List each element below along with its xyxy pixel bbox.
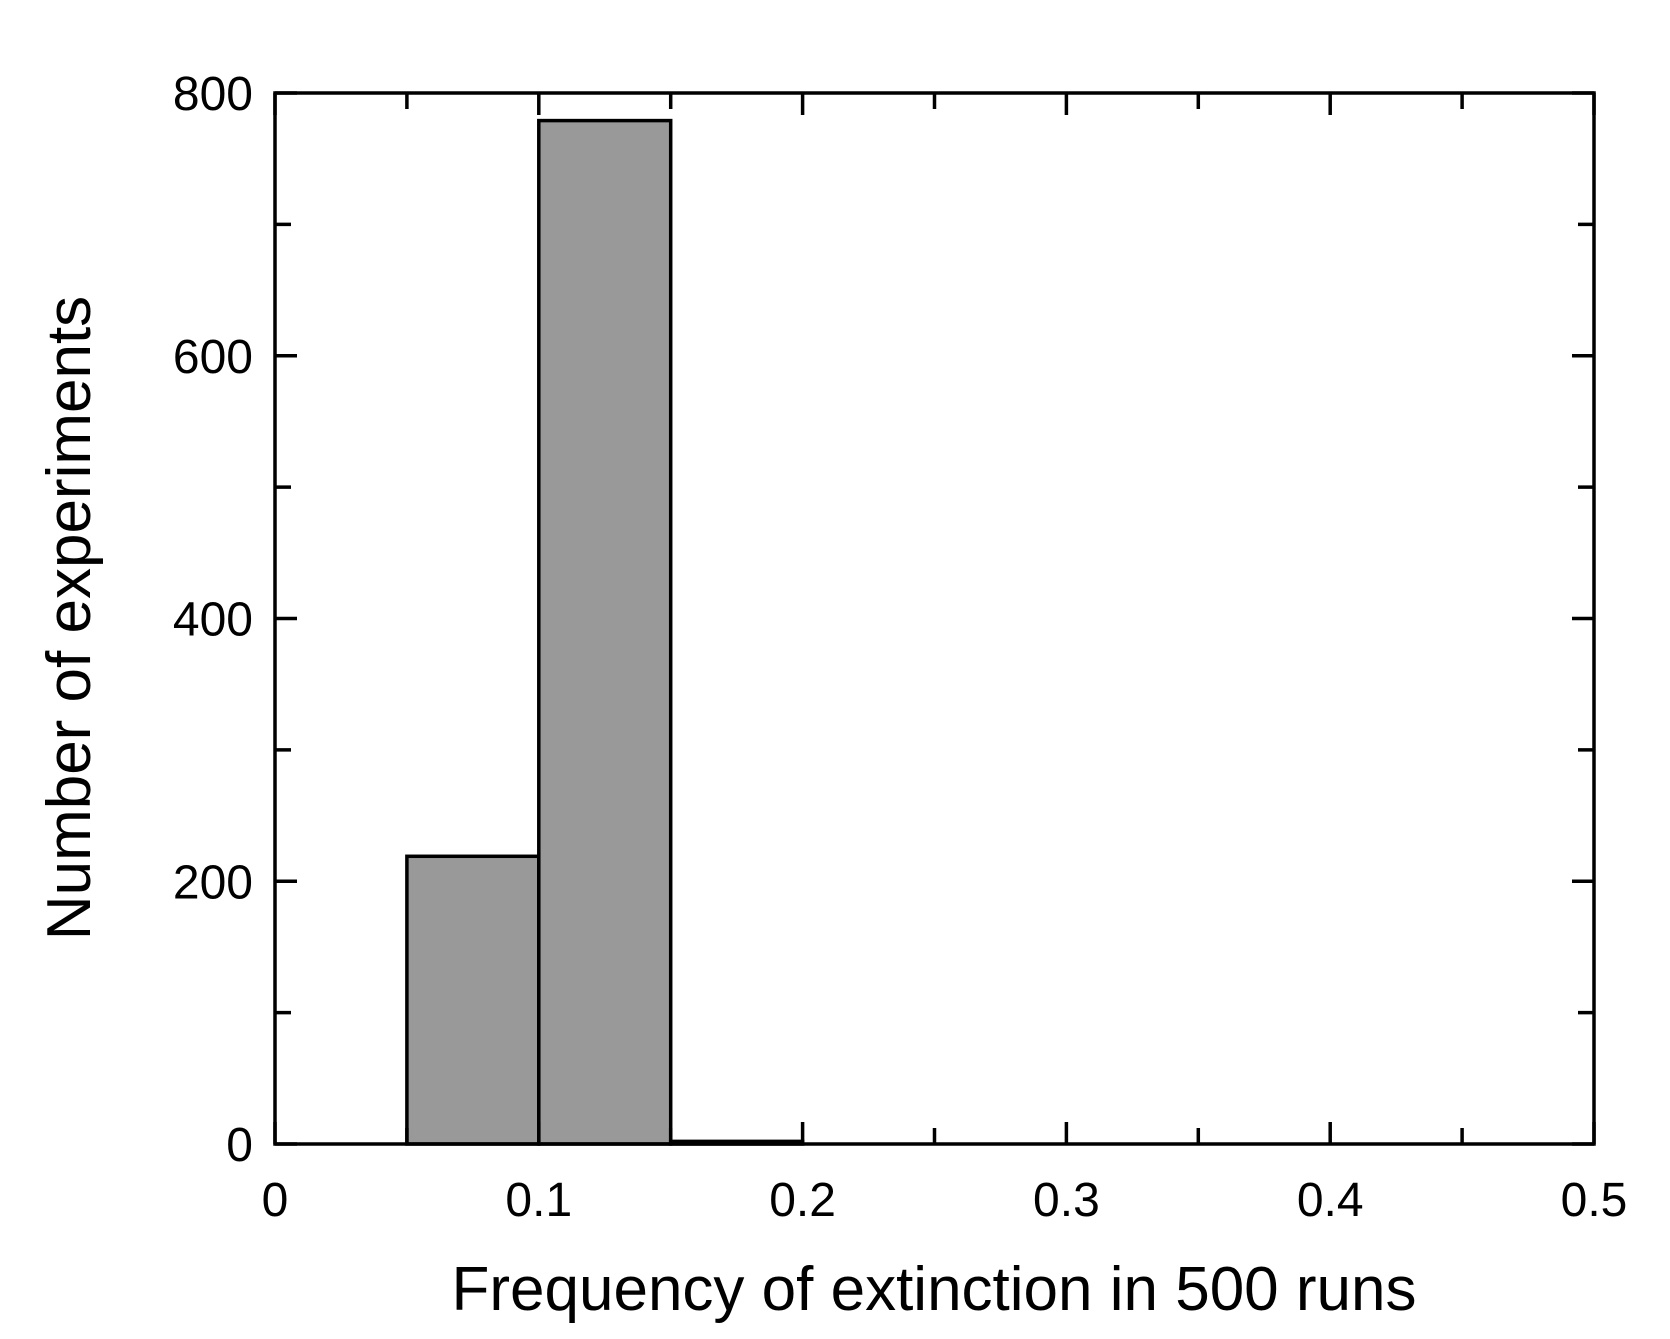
histogram-bar (537, 118, 673, 1146)
y-tick-label: 0 (226, 1119, 253, 1172)
x-tick-label: 0.2 (769, 1174, 836, 1227)
y-axis-title: Number of experiments (35, 296, 104, 940)
y-tick-label: 400 (173, 594, 253, 647)
y-tick-label: 600 (173, 331, 253, 384)
tick-labels: 0 0.1 0.2 0.3 0.4 0.5 0 200 400 600 800 (173, 68, 1627, 1227)
x-tick-label: 0 (262, 1174, 289, 1227)
x-tick-label: 0.1 (505, 1174, 572, 1227)
x-tick-label: 0.4 (1297, 1174, 1364, 1227)
x-axis-title: Frequency of extinction in 500 runs (452, 1255, 1417, 1324)
x-tick-label: 0.3 (1033, 1174, 1100, 1227)
bars (405, 118, 805, 1146)
y-tick-label: 200 (173, 856, 253, 909)
ticks (273, 91, 1596, 1146)
x-tick-label: 0.5 (1561, 1174, 1628, 1227)
y-tick-label: 800 (173, 68, 253, 121)
histogram-bar (405, 854, 541, 1146)
